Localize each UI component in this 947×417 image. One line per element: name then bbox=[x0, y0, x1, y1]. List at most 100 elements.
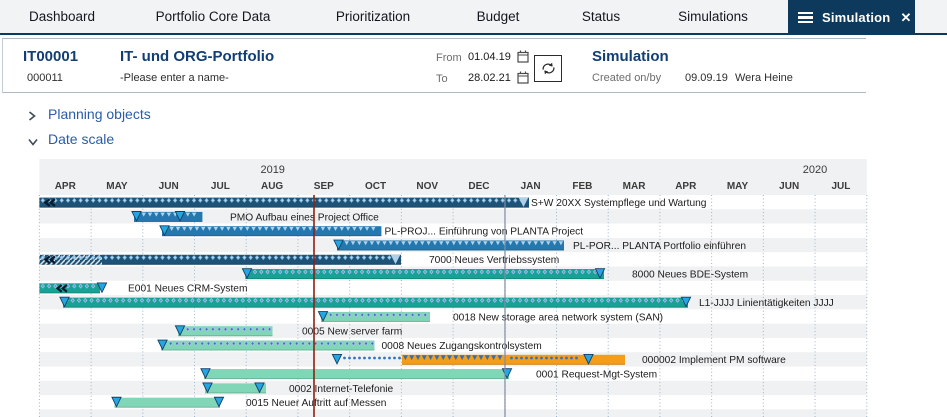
month-label: FEB bbox=[572, 181, 592, 192]
bar-label: 0005 New server farm bbox=[302, 327, 402, 338]
portfolio-code: 000011 bbox=[27, 72, 63, 84]
year-label-2020: 2020 bbox=[803, 164, 827, 176]
gantt-row: 0002 Internet-Telefonie bbox=[202, 382, 394, 395]
section-label-planning-objects[interactable]: Planning objects bbox=[48, 106, 151, 122]
bar-label: PL-POR... PLANTA Portfolio einführen bbox=[573, 241, 746, 252]
gantt-row: PL-PROJ... Einführung von PLANTA Project bbox=[159, 225, 583, 238]
milestone-icon[interactable] bbox=[59, 296, 70, 308]
bar-label: 7000 Neues Vertriebssystem bbox=[429, 255, 559, 266]
bar-texture-core bbox=[65, 299, 685, 302]
calendar-icon-to[interactable] bbox=[517, 71, 529, 89]
bar-texture-core bbox=[247, 270, 603, 274]
gantt-bar[interactable] bbox=[39, 254, 402, 265]
bar-label: 000002 Implement PM software bbox=[642, 355, 786, 366]
chevron-right-icon[interactable] bbox=[28, 111, 36, 121]
month-label: NOV bbox=[416, 181, 438, 192]
milestone-icon[interactable] bbox=[111, 396, 122, 408]
month-label: JUL bbox=[831, 181, 850, 192]
month-label: OCT bbox=[365, 181, 386, 192]
hatched-overlay bbox=[39, 254, 102, 265]
refresh-button[interactable] bbox=[534, 55, 562, 82]
milestone-icon[interactable] bbox=[594, 268, 606, 280]
from-label: From bbox=[436, 52, 462, 64]
section-date-scale[interactable]: Date scale bbox=[0, 129, 947, 153]
section-label-date-scale[interactable]: Date scale bbox=[48, 131, 115, 147]
nav-item-portfolio-core-data[interactable]: Portfolio Core Data bbox=[155, 9, 271, 24]
chevron-down-icon[interactable] bbox=[28, 138, 38, 146]
close-icon[interactable]: ✕ bbox=[900, 10, 912, 25]
bar-label: PMO Aufbau eines Project Office bbox=[230, 212, 379, 223]
gantt-bar[interactable] bbox=[134, 211, 203, 222]
milestone-icon[interactable] bbox=[583, 353, 594, 365]
month-label: SEP bbox=[314, 181, 334, 192]
bar-texture-core bbox=[41, 256, 397, 259]
gantt-row: 0005 New server farm bbox=[174, 325, 402, 338]
gantt-row: L1-JJJJ Linientätigkeiten JJJJ bbox=[59, 296, 834, 309]
section-planning-objects[interactable]: Planning objects bbox=[0, 104, 947, 128]
nav-underline bbox=[0, 33, 947, 35]
nav-item-simulations[interactable]: Simulations bbox=[678, 9, 748, 24]
milestone-icon[interactable] bbox=[96, 282, 108, 294]
milestone-icon[interactable] bbox=[159, 225, 170, 237]
gantt-bar[interactable] bbox=[39, 197, 530, 208]
milestone-icon[interactable] bbox=[202, 382, 213, 394]
gantt-bar[interactable] bbox=[162, 226, 382, 237]
nav-item-budget[interactable]: Budget bbox=[476, 9, 520, 24]
to-date-value[interactable]: 28.02.21 bbox=[468, 72, 511, 84]
milestone-icon[interactable] bbox=[157, 339, 168, 351]
gantt-row: 000002 Implement PM software bbox=[331, 353, 786, 366]
nav-item-dashboard[interactable]: Dashboard bbox=[28, 9, 96, 24]
bar-texture-core bbox=[180, 327, 271, 331]
milestone-icon[interactable] bbox=[131, 211, 142, 222]
bar-texture bbox=[338, 241, 564, 246]
end-marker-triangle bbox=[518, 197, 529, 207]
bar-label: 8000 Neues BDE-System bbox=[632, 269, 748, 280]
month-label: MAR bbox=[623, 181, 647, 192]
gantt-bar[interactable] bbox=[205, 383, 266, 394]
from-date-value[interactable]: 01.04.19 bbox=[468, 51, 511, 63]
gantt-bar[interactable] bbox=[204, 369, 509, 380]
bar-dots bbox=[510, 356, 578, 360]
milestone-icon[interactable] bbox=[241, 268, 253, 280]
milestone-icon[interactable] bbox=[333, 239, 344, 251]
nav-item-prioritization[interactable]: Prioritization bbox=[335, 9, 411, 24]
gantt-bar[interactable] bbox=[39, 283, 100, 294]
bar-label: 0001 Request-Mgt-System bbox=[536, 369, 657, 380]
year-label-2019: 2019 bbox=[260, 164, 284, 176]
milestone-icon[interactable] bbox=[680, 296, 692, 308]
simulation-title: Simulation bbox=[592, 48, 669, 65]
milestone-icon[interactable] bbox=[213, 396, 225, 408]
calendar-icon-from[interactable] bbox=[517, 50, 529, 68]
milestone-icon[interactable] bbox=[200, 368, 211, 380]
bar-label: 0008 Neues Zugangskontrolsystem bbox=[382, 341, 542, 352]
clipped-start-icon bbox=[55, 284, 68, 293]
milestone-icon[interactable] bbox=[254, 382, 265, 394]
portfolio-name-placeholder[interactable]: -Please enter a name- bbox=[120, 72, 229, 84]
portfolio-id: IT00001 bbox=[23, 48, 79, 65]
tab-simulation-active[interactable]: Simulation ✕ bbox=[788, 0, 915, 35]
milestone-icon[interactable] bbox=[174, 211, 186, 222]
milestone-icon[interactable] bbox=[174, 325, 186, 337]
bar-texture-core bbox=[323, 313, 427, 317]
gantt-bar[interactable] bbox=[63, 297, 688, 308]
nav-item-status[interactable]: Status bbox=[581, 9, 621, 24]
gantt-bar[interactable] bbox=[161, 340, 375, 351]
milestone-icon[interactable] bbox=[331, 353, 343, 365]
row-stripe bbox=[39, 323, 867, 338]
hamburger-menu-icon[interactable] bbox=[798, 12, 813, 23]
gantt-bar[interactable] bbox=[402, 354, 625, 365]
gantt-row: 8000 Neues BDE-System bbox=[241, 268, 748, 280]
gantt-bar[interactable] bbox=[245, 269, 605, 280]
gantt-row: PMO Aufbau eines Project Office bbox=[131, 211, 379, 223]
gantt-row: 0018 New storage area network system (SA… bbox=[317, 311, 663, 323]
gantt-bar[interactable] bbox=[337, 240, 564, 251]
clipped-start-icon bbox=[43, 198, 56, 207]
month-label: AUG bbox=[261, 181, 283, 192]
milestone-icon[interactable] bbox=[317, 311, 329, 322]
to-label: To bbox=[436, 73, 448, 85]
gantt-bar[interactable] bbox=[114, 397, 221, 408]
bar-dots bbox=[343, 356, 401, 360]
created-on-by-label: Created on/by bbox=[592, 72, 662, 84]
